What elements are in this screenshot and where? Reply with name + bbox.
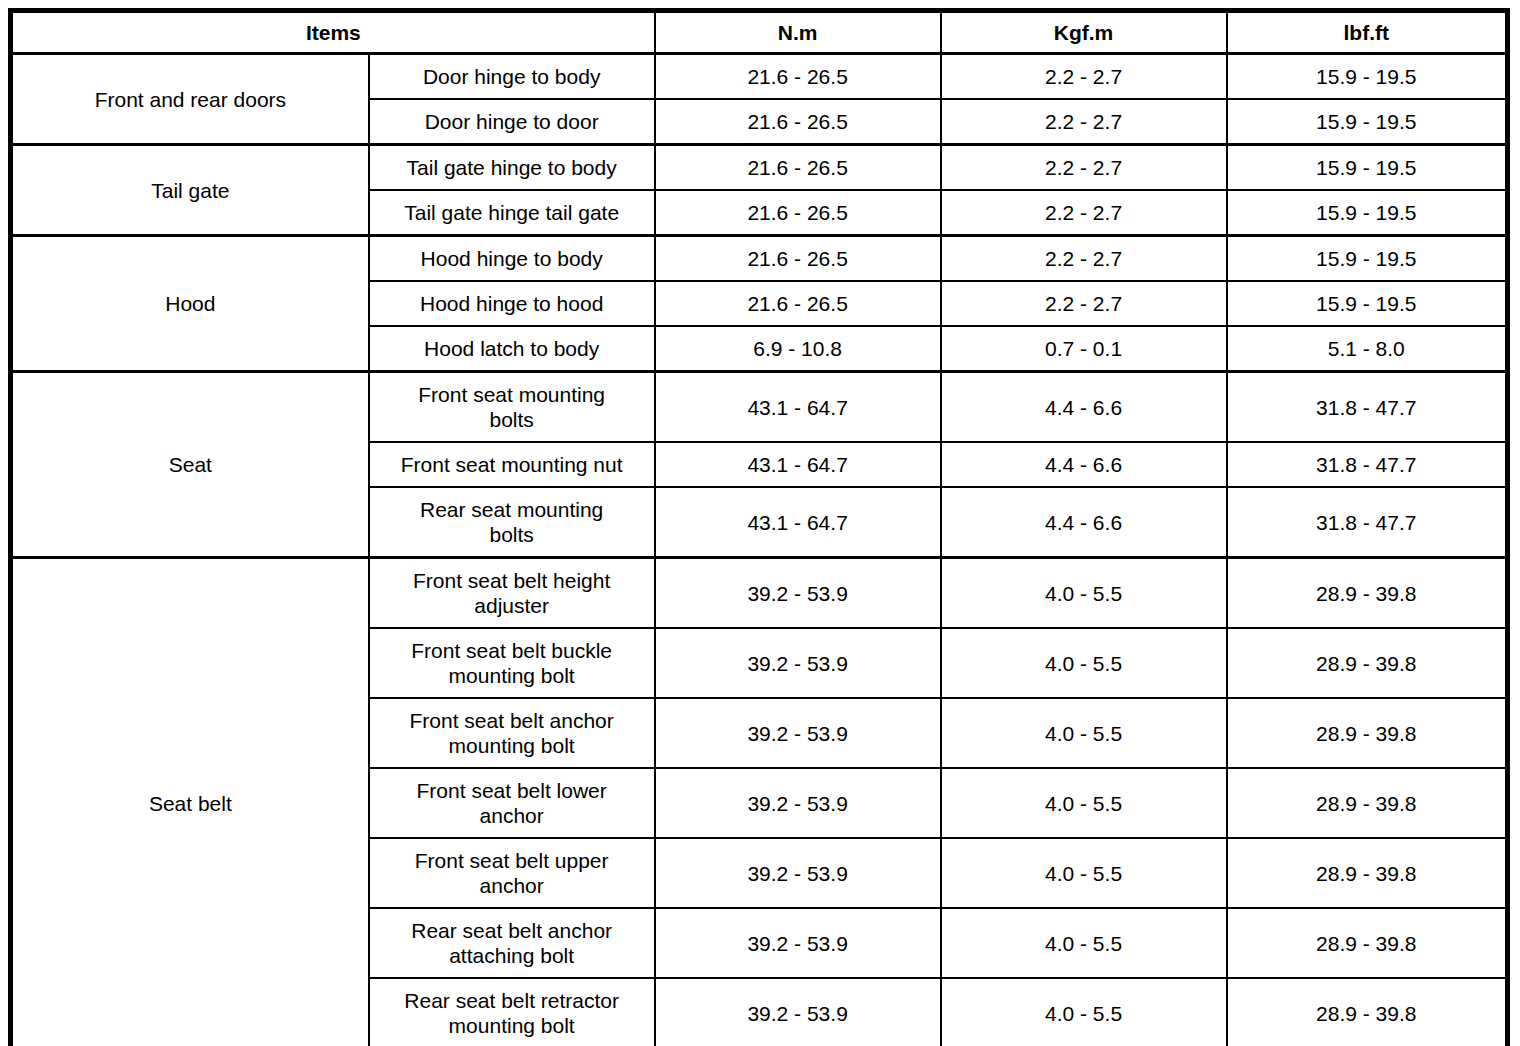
lbfft-value-cell: 28.9 - 39.8 xyxy=(1227,628,1508,698)
table-row: Front and rear doorsDoor hinge to body21… xyxy=(11,54,1508,100)
nm-value-cell: 43.1 - 64.7 xyxy=(655,442,941,487)
kgfm-value-cell: 4.0 - 5.5 xyxy=(941,908,1227,978)
nm-value-cell: 39.2 - 53.9 xyxy=(655,908,941,978)
lbfft-value-cell: 15.9 - 19.5 xyxy=(1227,281,1508,326)
item-cell: Front seat belt anchor mounting bolt xyxy=(369,698,655,768)
lbfft-value-cell: 31.8 - 47.7 xyxy=(1227,372,1508,443)
nm-value-cell: 21.6 - 26.5 xyxy=(655,236,941,282)
nm-value-cell: 39.2 - 53.9 xyxy=(655,698,941,768)
item-cell: Hood hinge to body xyxy=(369,236,655,282)
item-cell: Hood hinge to hood xyxy=(369,281,655,326)
item-cell: Tail gate hinge to body xyxy=(369,145,655,191)
lbfft-value-cell: 15.9 - 19.5 xyxy=(1227,54,1508,100)
item-cell: Front seat mounting bolts xyxy=(369,372,655,443)
manual-page: Items N.m Kgf.m lbf.ft Front and rear do… xyxy=(0,0,1520,1046)
lbfft-value-cell: 28.9 - 39.8 xyxy=(1227,838,1508,908)
lbfft-value-cell: 28.9 - 39.8 xyxy=(1227,908,1508,978)
lbfft-value-cell: 15.9 - 19.5 xyxy=(1227,236,1508,282)
lbfft-value-cell: 28.9 - 39.8 xyxy=(1227,978,1508,1046)
kgfm-value-cell: 4.0 - 5.5 xyxy=(941,558,1227,629)
table-row: HoodHood hinge to body21.6 - 26.52.2 - 2… xyxy=(11,236,1508,282)
header-row: Items N.m Kgf.m lbf.ft xyxy=(11,11,1508,54)
lbfft-value-cell: 28.9 - 39.8 xyxy=(1227,768,1508,838)
table-row: Tail gateTail gate hinge to body21.6 - 2… xyxy=(11,145,1508,191)
item-cell: Front seat belt lower anchor xyxy=(369,768,655,838)
nm-value-cell: 21.6 - 26.5 xyxy=(655,145,941,191)
lbfft-value-cell: 5.1 - 8.0 xyxy=(1227,326,1508,372)
item-cell: Front seat belt height adjuster xyxy=(369,558,655,629)
kgfm-value-cell: 2.2 - 2.7 xyxy=(941,281,1227,326)
kgfm-value-cell: 4.0 - 5.5 xyxy=(941,698,1227,768)
item-cell: Rear seat mounting bolts xyxy=(369,487,655,558)
nm-value-cell: 43.1 - 64.7 xyxy=(655,372,941,443)
kgfm-value-cell: 0.7 - 0.1 xyxy=(941,326,1227,372)
kgfm-value-cell: 2.2 - 2.7 xyxy=(941,190,1227,236)
category-cell: Hood xyxy=(11,236,369,372)
kgfm-value-cell: 4.0 - 5.5 xyxy=(941,628,1227,698)
category-cell: Seat belt xyxy=(11,558,369,1046)
item-cell: Tail gate hinge tail gate xyxy=(369,190,655,236)
kgfm-value-cell: 2.2 - 2.7 xyxy=(941,99,1227,145)
lbfft-value-cell: 15.9 - 19.5 xyxy=(1227,190,1508,236)
items-column-header: Items xyxy=(11,11,655,54)
nm-value-cell: 39.2 - 53.9 xyxy=(655,628,941,698)
category-cell: Seat xyxy=(11,372,369,558)
kgfm-value-cell: 4.0 - 5.5 xyxy=(941,978,1227,1046)
nm-value-cell: 21.6 - 26.5 xyxy=(655,99,941,145)
lbfft-value-cell: 31.8 - 47.7 xyxy=(1227,442,1508,487)
nm-value-cell: 6.9 - 10.8 xyxy=(655,326,941,372)
item-cell: Front seat belt upper anchor xyxy=(369,838,655,908)
table-row: SeatFront seat mounting bolts43.1 - 64.7… xyxy=(11,372,1508,443)
nm-value-cell: 39.2 - 53.9 xyxy=(655,978,941,1046)
kgfm-value-cell: 4.4 - 6.6 xyxy=(941,372,1227,443)
nm-value-cell: 21.6 - 26.5 xyxy=(655,54,941,100)
table-header: Items N.m Kgf.m lbf.ft xyxy=(11,11,1508,54)
nm-value-cell: 39.2 - 53.9 xyxy=(655,838,941,908)
nm-column-header: N.m xyxy=(655,11,941,54)
nm-value-cell: 21.6 - 26.5 xyxy=(655,281,941,326)
kgfm-value-cell: 4.4 - 6.6 xyxy=(941,442,1227,487)
kgfm-value-cell: 4.0 - 5.5 xyxy=(941,768,1227,838)
torque-spec-table: Items N.m Kgf.m lbf.ft Front and rear do… xyxy=(8,8,1510,1046)
nm-value-cell: 39.2 - 53.9 xyxy=(655,558,941,629)
kgfm-column-header: Kgf.m xyxy=(941,11,1227,54)
lbfft-value-cell: 31.8 - 47.7 xyxy=(1227,487,1508,558)
nm-value-cell: 39.2 - 53.9 xyxy=(655,768,941,838)
lbfft-value-cell: 28.9 - 39.8 xyxy=(1227,698,1508,768)
table-body: Front and rear doorsDoor hinge to body21… xyxy=(11,54,1508,1046)
kgfm-value-cell: 4.0 - 5.5 xyxy=(941,838,1227,908)
lbfft-value-cell: 15.9 - 19.5 xyxy=(1227,99,1508,145)
item-cell: Front seat mounting nut xyxy=(369,442,655,487)
item-cell: Rear seat belt retractor mounting bolt xyxy=(369,978,655,1046)
item-cell: Hood latch to body xyxy=(369,326,655,372)
kgfm-value-cell: 2.2 - 2.7 xyxy=(941,236,1227,282)
item-cell: Door hinge to door xyxy=(369,99,655,145)
kgfm-value-cell: 2.2 - 2.7 xyxy=(941,145,1227,191)
item-cell: Door hinge to body xyxy=(369,54,655,100)
category-cell: Tail gate xyxy=(11,145,369,236)
item-cell: Rear seat belt anchor attaching bolt xyxy=(369,908,655,978)
nm-value-cell: 43.1 - 64.7 xyxy=(655,487,941,558)
item-cell: Front seat belt buckle mounting bolt xyxy=(369,628,655,698)
kgfm-value-cell: 4.4 - 6.6 xyxy=(941,487,1227,558)
kgfm-value-cell: 2.2 - 2.7 xyxy=(941,54,1227,100)
table-row: Seat beltFront seat belt height adjuster… xyxy=(11,558,1508,629)
lbfft-value-cell: 28.9 - 39.8 xyxy=(1227,558,1508,629)
lbfft-value-cell: 15.9 - 19.5 xyxy=(1227,145,1508,191)
lbfft-column-header: lbf.ft xyxy=(1227,11,1508,54)
nm-value-cell: 21.6 - 26.5 xyxy=(655,190,941,236)
category-cell: Front and rear doors xyxy=(11,54,369,145)
